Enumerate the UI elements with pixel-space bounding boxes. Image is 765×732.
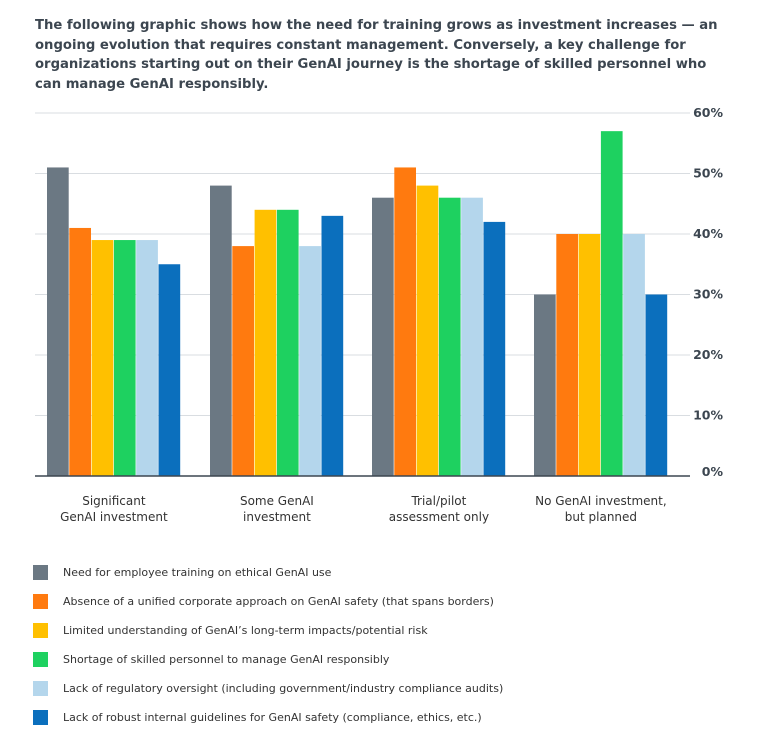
labels: 0% 10% 20% 30% 40% 50% 60% Significant GenAI inv…	[60, 105, 723, 524]
bar	[645, 294, 668, 476]
bar	[321, 215, 344, 476]
legend-item: Limited understanding of GenAI’s long-te…	[33, 616, 503, 645]
bar	[372, 197, 394, 476]
y-tick-label: 30%	[693, 287, 723, 302]
legend-item: Absence of a unified corporate approach …	[33, 587, 503, 616]
bar	[210, 185, 232, 476]
category-label: but planned	[565, 510, 637, 524]
legend-label: Limited understanding of GenAI’s long-te…	[63, 624, 428, 637]
bar	[556, 234, 578, 476]
bar	[113, 240, 136, 476]
bar	[276, 209, 299, 477]
legend-swatch	[33, 681, 48, 696]
legend-item: Need for employee training on ethical Ge…	[33, 558, 503, 587]
legend-swatch	[33, 710, 48, 725]
legend-swatch	[33, 565, 48, 580]
legend-item: Lack of robust internal guidelines for G…	[33, 703, 503, 732]
bars	[47, 131, 668, 477]
y-tick-label: 10%	[693, 408, 723, 423]
legend-label: Absence of a unified corporate approach …	[63, 595, 494, 608]
bar	[254, 209, 277, 477]
y-tick-label: 60%	[693, 105, 723, 120]
category-label: Trial/pilot	[410, 494, 466, 508]
bar	[394, 167, 416, 476]
bar	[534, 294, 556, 476]
legend-swatch	[33, 623, 48, 638]
category-label: GenAI investment	[60, 510, 168, 524]
legend-label: Lack of regulatory oversight (including …	[63, 682, 504, 695]
category-label: assessment only	[389, 510, 489, 524]
bar	[158, 264, 181, 476]
category-label: Significant	[82, 494, 146, 508]
bar	[578, 234, 601, 476]
category-label: investment	[243, 510, 311, 524]
bar	[69, 227, 91, 476]
bar	[461, 197, 483, 476]
bar-chart: 0% 10% 20% 30% 40% 50% 60% Significant GenAI inv…	[35, 105, 723, 524]
legend-label: Need for employee training on ethical Ge…	[63, 566, 332, 579]
legend-swatch	[33, 594, 48, 609]
bar	[483, 221, 506, 476]
bar	[438, 197, 461, 476]
y-tick-label: 20%	[693, 347, 723, 362]
bar	[136, 240, 158, 476]
bar	[623, 234, 645, 476]
legend-label: Lack of robust internal guidelines for G…	[63, 711, 482, 724]
bar	[232, 246, 254, 476]
bar	[416, 185, 439, 476]
bar	[600, 131, 623, 476]
legend-swatch	[33, 652, 48, 667]
intro-text: The following graphic shows how the need…	[35, 18, 718, 92]
legend: Need for employee training on ethical Ge…	[33, 558, 503, 732]
bar	[299, 246, 321, 476]
legend-item: Shortage of skilled personnel to manage …	[33, 645, 503, 674]
category-label: Some GenAI	[240, 494, 314, 508]
category-label: No GenAI investment,	[535, 494, 667, 508]
bar	[91, 240, 114, 476]
y-tick-label: 40%	[693, 226, 723, 241]
bar	[47, 167, 69, 476]
y-tick-label: 0%	[702, 464, 724, 479]
legend-label: Shortage of skilled personnel to manage …	[63, 653, 390, 666]
y-tick-label: 50%	[693, 166, 723, 181]
legend-item: Lack of regulatory oversight (including …	[33, 674, 503, 703]
